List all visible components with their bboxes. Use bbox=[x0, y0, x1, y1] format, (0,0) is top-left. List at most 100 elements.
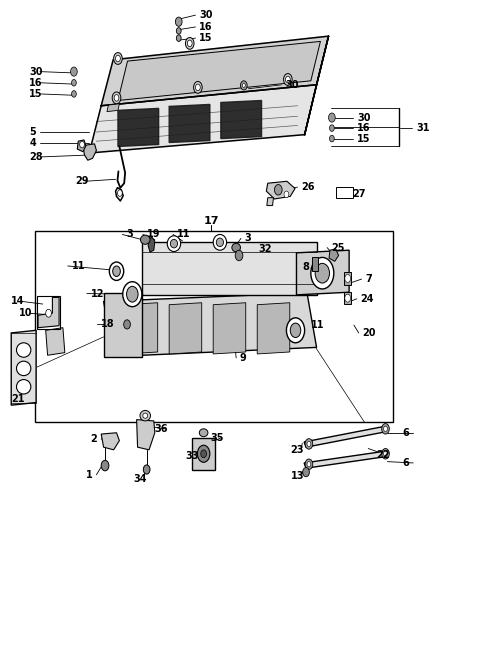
Circle shape bbox=[72, 91, 76, 97]
Bar bbox=[344, 272, 351, 285]
Text: 25: 25 bbox=[331, 243, 345, 253]
Ellipse shape bbox=[213, 234, 227, 250]
Circle shape bbox=[114, 95, 119, 101]
Text: 36: 36 bbox=[155, 424, 168, 434]
Ellipse shape bbox=[16, 343, 31, 357]
Bar bbox=[37, 296, 60, 329]
Circle shape bbox=[144, 465, 150, 474]
Circle shape bbox=[114, 53, 122, 64]
Text: 21: 21 bbox=[11, 393, 25, 403]
Text: 18: 18 bbox=[101, 318, 115, 329]
Bar bbox=[312, 257, 318, 271]
Bar bbox=[35, 230, 393, 422]
Ellipse shape bbox=[315, 263, 329, 283]
Circle shape bbox=[284, 191, 289, 197]
Circle shape bbox=[305, 439, 313, 449]
Polygon shape bbox=[89, 85, 317, 153]
Text: 34: 34 bbox=[134, 474, 147, 484]
Polygon shape bbox=[101, 36, 328, 106]
Ellipse shape bbox=[290, 323, 301, 338]
Polygon shape bbox=[137, 420, 155, 450]
Circle shape bbox=[384, 451, 387, 457]
Ellipse shape bbox=[287, 318, 305, 343]
Polygon shape bbox=[101, 433, 120, 450]
Text: 12: 12 bbox=[91, 289, 104, 299]
Text: 11: 11 bbox=[177, 230, 191, 240]
Ellipse shape bbox=[311, 257, 334, 289]
Text: 23: 23 bbox=[291, 445, 304, 455]
Text: 3: 3 bbox=[126, 230, 133, 240]
Circle shape bbox=[240, 81, 247, 90]
Text: 30: 30 bbox=[199, 10, 213, 20]
Text: 6: 6 bbox=[403, 428, 409, 438]
Text: 16: 16 bbox=[199, 22, 213, 32]
Text: 17: 17 bbox=[204, 216, 219, 226]
Circle shape bbox=[175, 17, 182, 26]
Circle shape bbox=[345, 294, 350, 302]
Circle shape bbox=[286, 76, 290, 83]
Text: 1: 1 bbox=[86, 470, 93, 480]
Ellipse shape bbox=[201, 450, 206, 458]
Circle shape bbox=[235, 250, 243, 261]
Text: 16: 16 bbox=[29, 78, 43, 88]
Text: 9: 9 bbox=[240, 353, 247, 363]
Text: 30: 30 bbox=[286, 80, 299, 89]
Circle shape bbox=[328, 113, 335, 122]
Polygon shape bbox=[192, 438, 215, 470]
Text: 15: 15 bbox=[29, 89, 43, 99]
Text: 22: 22 bbox=[376, 450, 389, 460]
Ellipse shape bbox=[16, 361, 31, 376]
Text: 16: 16 bbox=[357, 123, 371, 133]
Polygon shape bbox=[11, 330, 36, 405]
Circle shape bbox=[329, 136, 334, 142]
Text: 15: 15 bbox=[357, 134, 371, 143]
Circle shape bbox=[382, 424, 389, 434]
Polygon shape bbox=[304, 426, 387, 447]
Text: 33: 33 bbox=[185, 451, 198, 461]
Circle shape bbox=[284, 74, 292, 86]
Polygon shape bbox=[104, 293, 317, 357]
Text: 6: 6 bbox=[403, 458, 409, 468]
Text: 10: 10 bbox=[19, 308, 32, 318]
Ellipse shape bbox=[140, 411, 151, 421]
Text: 15: 15 bbox=[199, 33, 213, 43]
Circle shape bbox=[112, 92, 121, 104]
Text: 14: 14 bbox=[11, 296, 25, 307]
Polygon shape bbox=[267, 197, 274, 205]
Polygon shape bbox=[213, 303, 246, 354]
Ellipse shape bbox=[143, 413, 148, 418]
Text: 5: 5 bbox=[29, 127, 36, 137]
Text: 20: 20 bbox=[362, 328, 376, 338]
Polygon shape bbox=[257, 303, 290, 354]
Text: 29: 29 bbox=[75, 176, 88, 186]
Text: 4: 4 bbox=[29, 138, 36, 148]
Polygon shape bbox=[118, 109, 158, 147]
Text: 3: 3 bbox=[245, 234, 252, 243]
Polygon shape bbox=[169, 105, 210, 143]
Text: 35: 35 bbox=[210, 433, 224, 443]
Circle shape bbox=[329, 125, 334, 132]
Circle shape bbox=[101, 461, 109, 471]
Text: 11: 11 bbox=[72, 261, 85, 271]
Text: 19: 19 bbox=[147, 230, 160, 240]
Circle shape bbox=[116, 55, 120, 62]
Polygon shape bbox=[118, 41, 321, 101]
Polygon shape bbox=[297, 250, 349, 295]
Text: 7: 7 bbox=[365, 274, 372, 284]
Ellipse shape bbox=[113, 266, 120, 276]
Circle shape bbox=[307, 462, 311, 467]
Circle shape bbox=[118, 190, 122, 196]
Circle shape bbox=[382, 449, 389, 459]
Ellipse shape bbox=[216, 238, 224, 247]
Circle shape bbox=[72, 80, 76, 86]
Ellipse shape bbox=[199, 429, 208, 437]
Circle shape bbox=[124, 320, 131, 329]
Polygon shape bbox=[77, 140, 86, 152]
Polygon shape bbox=[266, 181, 295, 199]
Ellipse shape bbox=[123, 282, 142, 307]
Circle shape bbox=[275, 184, 282, 195]
Text: 30: 30 bbox=[29, 66, 43, 76]
Circle shape bbox=[345, 274, 350, 282]
Text: 28: 28 bbox=[29, 152, 43, 162]
Text: 27: 27 bbox=[352, 189, 366, 199]
